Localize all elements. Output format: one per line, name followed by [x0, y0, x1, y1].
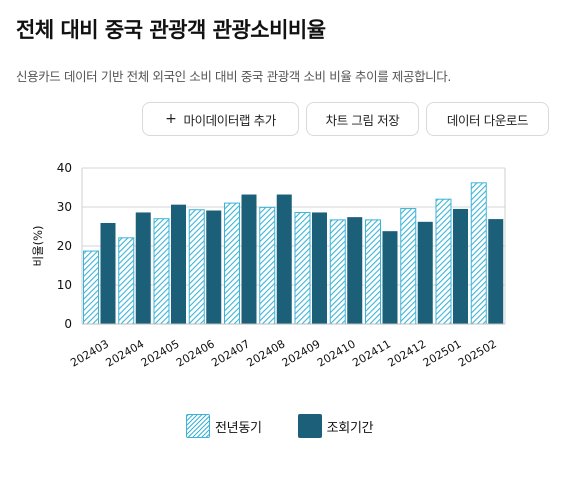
y-tick-label: 20	[57, 239, 72, 253]
bar-current	[241, 194, 257, 324]
chart-legend: 전년동기 조회기간	[186, 414, 409, 438]
bar-previous	[400, 208, 417, 325]
bar-previous	[294, 211, 311, 325]
x-tick-label: 202409	[280, 337, 323, 369]
bar-previous	[435, 198, 452, 325]
legend-label-current: 조회기간	[326, 420, 374, 436]
download-data-button[interactable]: 데이터 다운로드	[426, 102, 549, 136]
save-chart-image-button[interactable]: 차트 그림 저장	[306, 102, 419, 136]
page-subtitle: 신용카드 데이터 기반 전체 외국인 소비 대비 중국 관광객 소비 비율 추이…	[16, 69, 451, 84]
x-tick-label: 202412	[386, 337, 429, 369]
y-tick-label: 0	[64, 317, 72, 331]
x-tick-label: 202411	[350, 337, 393, 369]
bar-previous	[365, 219, 381, 325]
x-tick-label: 202408	[245, 337, 288, 369]
bar-current	[206, 210, 222, 324]
bar-previous	[118, 237, 135, 325]
y-tick-label: 10	[57, 278, 72, 292]
x-tick-label: 202405	[139, 337, 182, 369]
x-tick-label: 202501	[421, 337, 464, 369]
x-tick-label: 202406	[174, 337, 217, 369]
legend-item-previous[interactable]: 전년동기	[186, 414, 262, 438]
bar-current	[100, 222, 116, 324]
bar-current	[488, 219, 504, 324]
bar-previous	[188, 209, 205, 325]
bar-previous	[329, 219, 346, 325]
legend-swatch-current	[297, 414, 322, 438]
x-tick-label: 202410	[315, 337, 358, 369]
bar-current	[417, 221, 433, 324]
bar-previous	[224, 202, 240, 325]
add-to-mydatalab-button[interactable]: + 마이데이터랩 추가	[142, 102, 299, 136]
bar-current	[171, 204, 186, 324]
page-title: 전체 대비 중국 관광객 관광소비비율	[16, 18, 326, 42]
plus-icon: +	[165, 111, 177, 127]
bar-previous	[153, 218, 170, 325]
bar-chart: 010203040비율(%)20240320240420240520240620…	[31, 161, 506, 370]
legend-label-previous: 전년동기	[215, 420, 262, 436]
bar-previous	[259, 206, 276, 325]
bar-current	[135, 212, 151, 324]
add-to-mydatalab-label: 마이데이터랩 추가	[183, 112, 276, 128]
legend-swatch-previous	[186, 414, 210, 438]
bar-current	[312, 212, 327, 324]
x-tick-label: 202404	[104, 337, 147, 369]
bar-current	[276, 194, 292, 324]
bar-current	[453, 208, 468, 324]
x-tick-label: 202407	[209, 337, 252, 369]
y-axis-label: 비율(%)	[31, 225, 45, 266]
bar-current	[347, 217, 363, 324]
bar-previous	[470, 182, 487, 325]
bar-current	[382, 231, 398, 324]
legend-item-current[interactable]: 조회기간	[297, 414, 374, 438]
bar-previous	[83, 250, 99, 325]
y-tick-label: 30	[57, 200, 72, 214]
y-tick-label: 40	[57, 161, 72, 175]
x-tick-label: 202403	[68, 337, 111, 369]
x-tick-label: 202502	[456, 337, 499, 369]
